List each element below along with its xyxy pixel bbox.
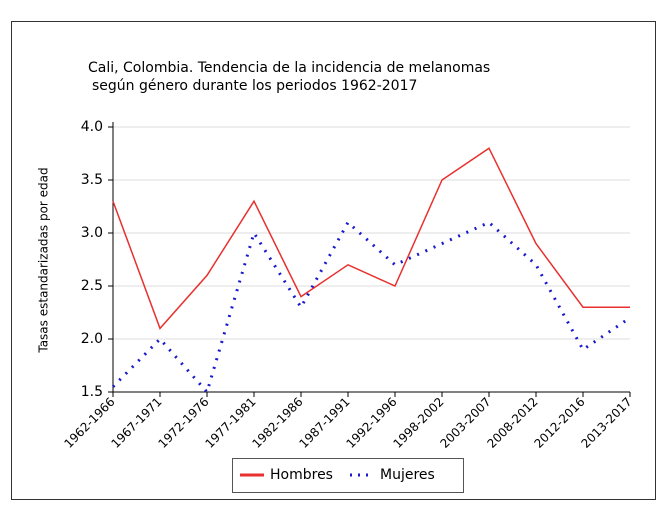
y-tick-label: 3.5 <box>81 172 103 188</box>
series-line <box>112 147 630 330</box>
legend-label: Hombres <box>270 467 333 483</box>
y-tick-label: 3.0 <box>81 225 103 241</box>
y-tick-label: 1.5 <box>81 384 103 400</box>
y-axis-label: Tasas estandarizadas por edad <box>37 167 51 353</box>
y-tick-label: 2.5 <box>81 278 103 294</box>
y-tick-label: 4.0 <box>81 119 103 135</box>
legend-label: Mujeres <box>380 467 435 483</box>
chart-title: Cali, Colombia. Tendencia de la incidenc… <box>88 60 490 76</box>
y-tick-label: 2.0 <box>81 331 103 347</box>
legend <box>232 458 464 493</box>
chart-subtitle: según género durante los periodos 1962-2… <box>92 78 417 94</box>
